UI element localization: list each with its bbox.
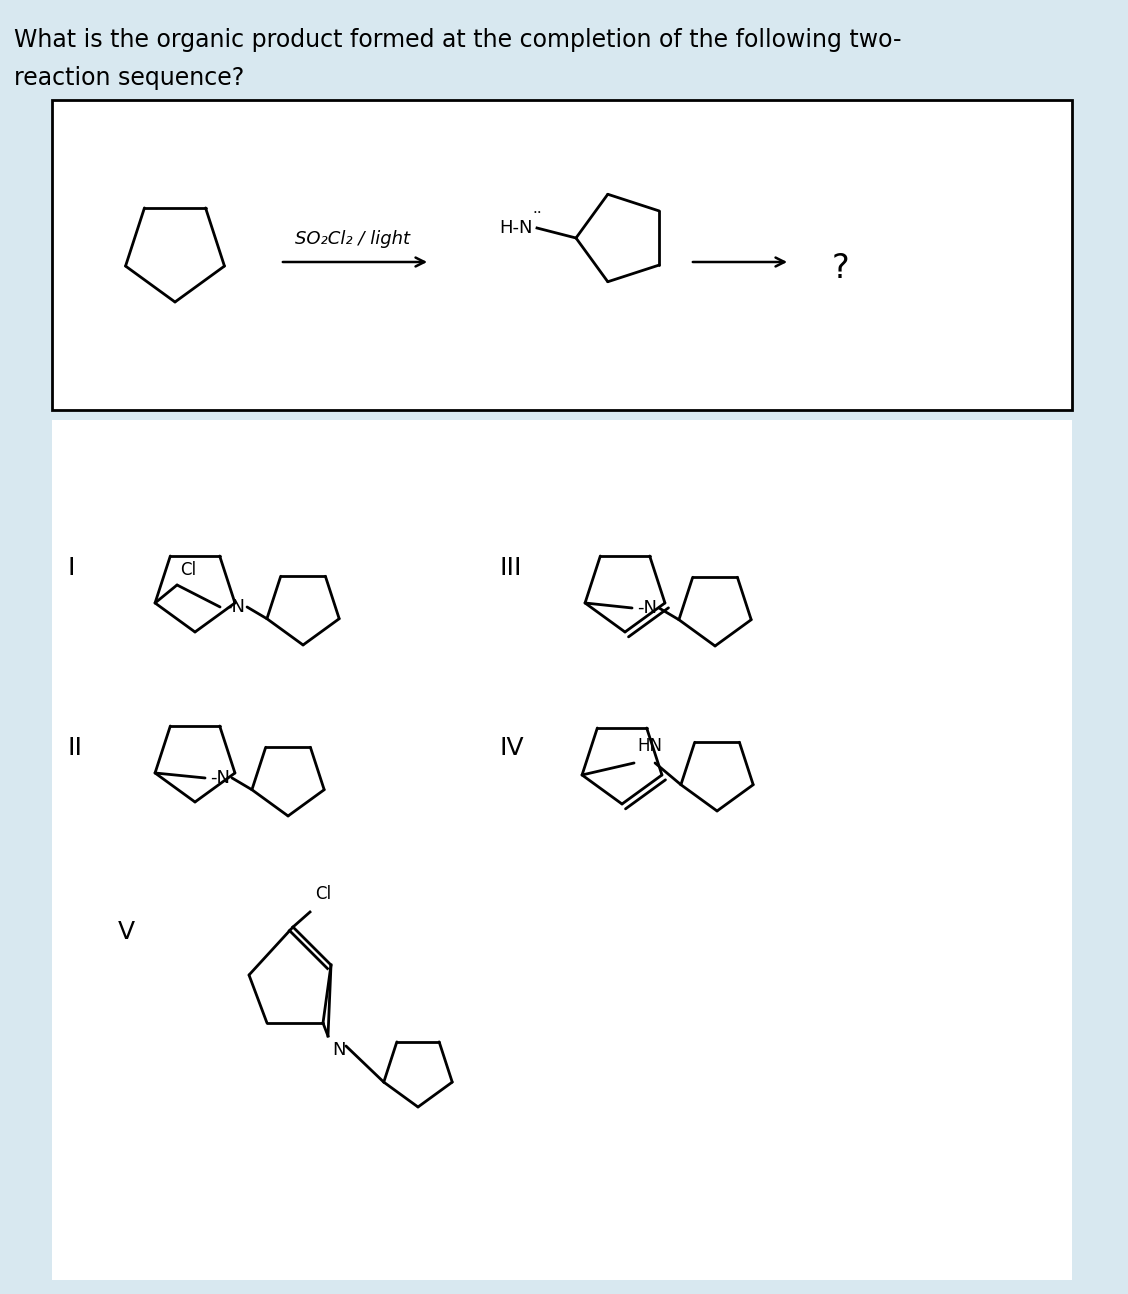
Text: reaction sequence?: reaction sequence? <box>14 66 245 91</box>
Text: -N: -N <box>637 599 656 617</box>
Text: N: N <box>332 1040 345 1058</box>
Text: II: II <box>68 736 83 760</box>
Text: SO₂Cl₂ / light: SO₂Cl₂ / light <box>296 230 409 248</box>
Text: ?: ? <box>831 251 849 285</box>
Bar <box>52 100 1072 410</box>
Text: Cl: Cl <box>180 562 196 578</box>
Bar <box>52 421 1072 1280</box>
Text: H-N: H-N <box>500 219 534 237</box>
Text: What is the organic product formed at the completion of the following two-: What is the organic product formed at th… <box>14 28 901 52</box>
Text: ··: ·· <box>532 206 541 220</box>
Text: Cl: Cl <box>315 885 332 903</box>
Text: IV: IV <box>500 736 525 760</box>
Text: I: I <box>68 556 76 580</box>
Text: III: III <box>500 556 522 580</box>
Text: V: V <box>118 920 135 945</box>
Text: -N: -N <box>210 769 230 787</box>
Text: -N: -N <box>226 598 245 616</box>
Text: HN: HN <box>637 738 662 754</box>
